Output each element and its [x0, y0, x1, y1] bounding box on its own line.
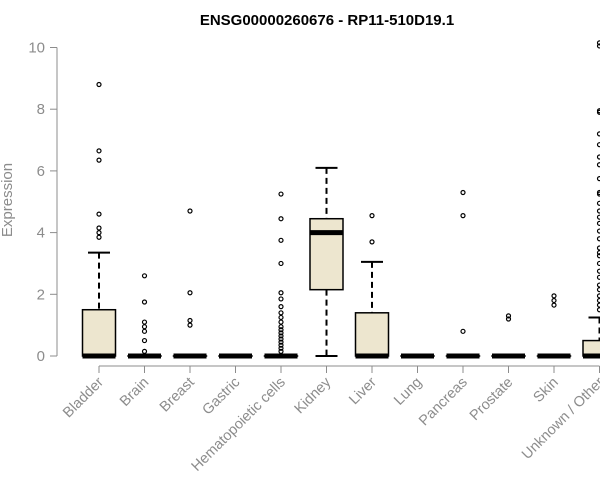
- outlier-point: [96, 81, 102, 88]
- outlier-point: [278, 191, 284, 197]
- outlier-point: [551, 302, 557, 308]
- box: [309, 217, 344, 291]
- outlier-point: [278, 339, 284, 345]
- outlier-point: [278, 319, 284, 325]
- outlier-point: [96, 148, 102, 154]
- outlier-point: [278, 342, 284, 348]
- outlier-point: [278, 310, 284, 316]
- outlier-point: [369, 239, 375, 245]
- box-group: [263, 191, 299, 359]
- outlier-point: [278, 314, 284, 321]
- outlier-point: [141, 348, 148, 354]
- outlier-point: [187, 208, 193, 214]
- outlier-point: [460, 213, 466, 219]
- outlier-point: [278, 260, 284, 267]
- outlier-point: [278, 216, 284, 222]
- outlier-point: [96, 211, 102, 217]
- outlier-point: [96, 157, 102, 163]
- outlier-point: [551, 293, 557, 299]
- x-tick-label: Brain: [117, 375, 152, 410]
- y-tick-label: 4: [37, 225, 45, 242]
- outlier-point: [551, 297, 557, 304]
- outlier-point: [141, 328, 148, 334]
- box: [81, 308, 117, 357]
- x-tick-label: Breast: [157, 375, 198, 416]
- boxes: [81, 40, 600, 359]
- outlier-point: [460, 189, 466, 196]
- x-tick-label: Pancreas: [416, 375, 471, 430]
- y-tick-label: 2: [37, 286, 45, 303]
- box-group: [491, 313, 526, 359]
- outlier-point: [141, 299, 148, 305]
- outlier-point: [187, 322, 193, 328]
- outlier-point: [505, 313, 512, 319]
- y-axis-label: Expression: [0, 163, 16, 237]
- x-tick-label: Skin: [531, 375, 562, 406]
- y-tick-label: 10: [28, 40, 45, 57]
- x-tick-label: Bladder: [60, 374, 107, 421]
- outlier-point: [187, 290, 193, 296]
- x-tick-label: Lung: [391, 375, 425, 409]
- box-group: [172, 208, 208, 359]
- box-group: [536, 293, 572, 359]
- box-group: [309, 166, 344, 357]
- outlier-point: [278, 333, 284, 339]
- outlier-point: [278, 327, 284, 333]
- chart-title: ENSG00000260676 - RP11-510D19.1: [200, 12, 454, 29]
- x-tick-label: Liver: [346, 374, 380, 408]
- outlier-point: [278, 296, 284, 302]
- y-tick-label: 6: [37, 163, 45, 180]
- box-group: [127, 273, 162, 359]
- outlier-point: [278, 304, 284, 310]
- outlier-point: [278, 348, 284, 354]
- box: [354, 312, 390, 357]
- x-tick-label: Gastric: [200, 375, 244, 419]
- outlier-point: [141, 319, 148, 325]
- outlier-point: [278, 237, 284, 243]
- outlier-point: [96, 234, 102, 240]
- outlier-point: [141, 337, 148, 344]
- outlier-point: [278, 345, 284, 351]
- box-group: [582, 40, 600, 359]
- box-group: [445, 189, 481, 359]
- outlier-point: [505, 316, 512, 322]
- outlier-point: [278, 336, 284, 342]
- box-group: [81, 81, 117, 359]
- y-tick-label: 0: [37, 348, 45, 365]
- outlier-point: [187, 317, 193, 324]
- x-tick-label: Prostate: [467, 375, 516, 424]
- x-tick-label: Kidney: [292, 374, 335, 417]
- y-axis: 0 2 4 6 8 10: [28, 40, 58, 365]
- outlier-point: [278, 290, 284, 296]
- outlier-point: [278, 324, 284, 330]
- outlier-point: [369, 213, 375, 219]
- box-group: [354, 213, 390, 359]
- outlier-point: [141, 273, 148, 279]
- y-tick-label: 8: [37, 101, 45, 118]
- outlier-point: [96, 230, 102, 236]
- outlier-point: [460, 328, 466, 334]
- outlier-point: [96, 225, 102, 231]
- outlier-point: [278, 330, 284, 336]
- outlier-point: [141, 324, 148, 330]
